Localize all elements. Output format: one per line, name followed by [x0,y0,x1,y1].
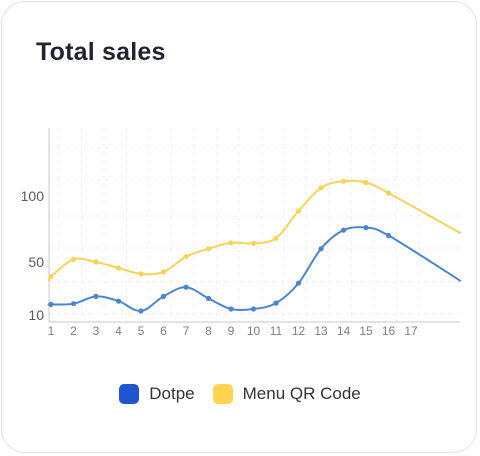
y-tick-label: 100 [21,188,45,204]
x-tick-label: 15 [359,324,373,338]
x-tick-label: 10 [247,324,261,338]
data-point-menu-qr-code [93,259,99,265]
data-point-menu-qr-code [250,240,257,246]
data-point-menu-qr-code [160,269,167,275]
x-tick-label: 6 [160,324,167,338]
data-point-dotpe [138,308,144,314]
legend-label-menu-qr-code: Menu QR Code [242,384,361,403]
x-tick-label: 16 [382,324,396,338]
data-point-dotpe [340,227,347,233]
data-point-dotpe [70,301,77,307]
data-point-menu-qr-code [340,178,347,184]
x-tick-label: 17 [404,324,418,338]
data-point-dotpe [115,298,122,304]
data-point-menu-qr-code [385,190,392,196]
data-point-menu-qr-code [273,235,279,241]
x-tick-label: 13 [314,324,328,338]
data-point-dotpe [48,301,54,307]
data-point-menu-qr-code [363,179,369,186]
data-point-dotpe [318,246,324,252]
x-tick-label: 2 [70,324,77,338]
x-tick-label: 7 [183,324,190,338]
legend-label-dotpe: Dotpe [149,384,195,403]
data-point-dotpe [228,306,234,312]
data-point-menu-qr-code [48,274,54,280]
x-tick-label: 12 [292,324,306,338]
x-tick-label: 8 [205,324,212,338]
y-tick-label: 10 [28,307,44,323]
y-tick-label: 50 [28,254,44,270]
series-line-menu-qr-code [47,179,461,282]
data-point-menu-qr-code [205,246,212,252]
chart-series [47,178,461,314]
data-point-menu-qr-code [295,208,302,214]
data-point-menu-qr-code [318,185,324,191]
data-point-dotpe [205,295,212,301]
data-point-menu-qr-code [228,240,234,246]
chart-title: Total sales [36,38,166,66]
data-point-dotpe [295,280,302,286]
data-point-dotpe [183,284,189,290]
chart-grid [49,128,460,322]
x-tick-label: 14 [337,324,351,338]
data-point-menu-qr-code [138,271,144,277]
legend-swatch-dotpe [119,384,140,404]
x-tick-label: 3 [93,324,100,338]
chart-legend: Dotpe Menu QR Code [0,384,480,404]
legend-swatch-menu-qr-code [212,384,233,404]
data-point-dotpe [363,225,369,231]
x-tick-label: 5 [138,324,145,338]
x-tick-label: 11 [270,324,283,338]
data-point-dotpe [273,300,279,306]
data-point-dotpe [93,293,99,299]
data-point-dotpe [160,293,167,299]
data-point-menu-qr-code [115,265,122,271]
legend-item-dotpe[interactable]: Dotpe [119,384,195,404]
x-tick-label: 9 [228,324,235,338]
legend-item-menu-qr-code[interactable]: Menu QR Code [212,384,361,404]
x-tick-label: 1 [48,324,55,338]
data-point-dotpe [250,306,257,312]
data-point-menu-qr-code [70,256,77,262]
data-point-dotpe [385,232,392,239]
data-point-menu-qr-code [183,254,189,260]
x-tick-label: 4 [115,324,122,338]
series-line-dotpe [47,226,461,313]
